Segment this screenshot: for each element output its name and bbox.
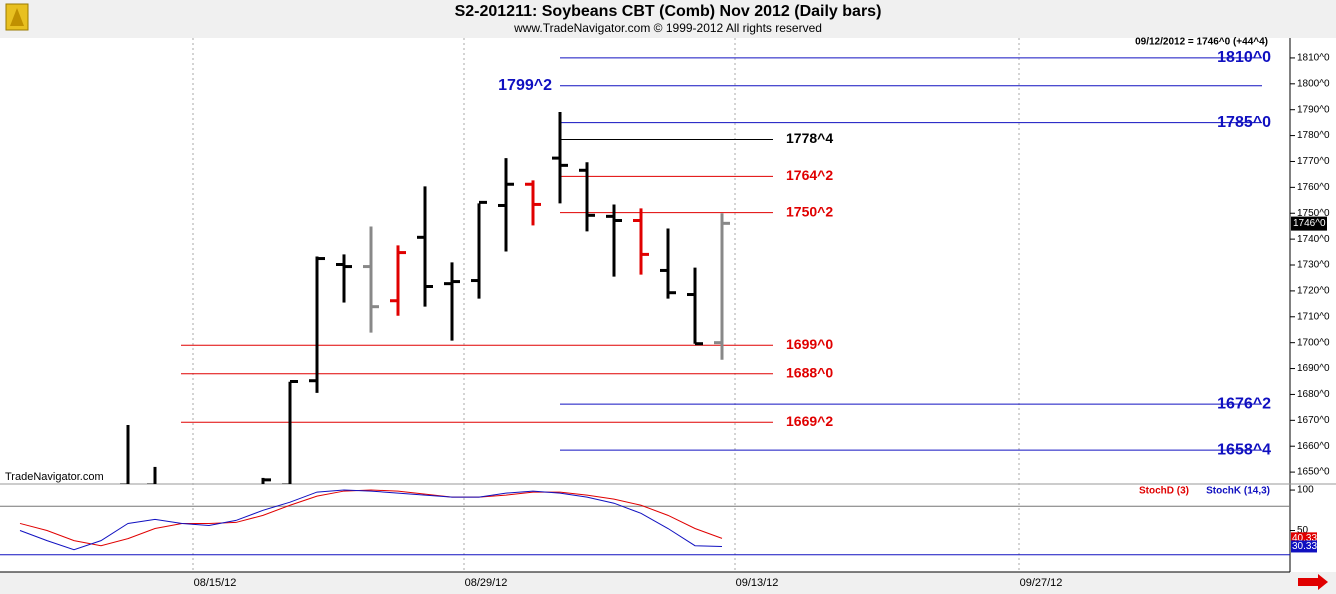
last-price-label: 1746^0 [1293, 218, 1326, 229]
stoch-line [19, 489, 723, 547]
stoch-panel [0, 489, 1290, 556]
level-label: 1658^4 [1217, 441, 1271, 458]
level-label: 1810^0 [1217, 49, 1271, 66]
y-tick-label: 1730^0 [1297, 260, 1330, 271]
y-tick-label: 1810^0 [1297, 53, 1330, 64]
level-label: 1778^4 [786, 130, 833, 146]
chart-title: S2-201211: Soybeans CBT (Comb) Nov 2012 … [455, 3, 882, 20]
stoch-line [19, 489, 723, 551]
y-tick-label: 1670^0 [1297, 415, 1330, 426]
x-tick-label: 09/13/12 [736, 577, 779, 589]
y-tick-label: 1710^0 [1297, 311, 1330, 322]
header-bar [0, 0, 1336, 38]
level-label: 1785^0 [1217, 114, 1271, 131]
scroll-arrow[interactable] [1298, 574, 1328, 590]
y-tick-label: 1750^0 [1297, 208, 1330, 219]
level-label: 1750^2 [786, 203, 833, 219]
level-label: 1669^2 [786, 413, 833, 429]
y-tick-label: 100 [1297, 485, 1314, 496]
last-value-label: 30.33 [1292, 541, 1317, 552]
y-tick-label: 1690^0 [1297, 363, 1330, 374]
watermark: TradeNavigator.com [5, 471, 104, 483]
last-value-label: 40.33 [1292, 533, 1317, 544]
last-value-box [1291, 540, 1317, 553]
x-tick-label: 08/15/12 [194, 577, 237, 589]
price-panel [120, 57, 1262, 484]
y-tick-label: 1720^0 [1297, 286, 1330, 297]
y-tick-label: 1760^0 [1297, 182, 1330, 193]
level-label: 1699^0 [786, 336, 833, 352]
last-price-box [1291, 216, 1327, 231]
x-tick-label: 09/27/12 [1020, 577, 1063, 589]
app-icon [5, 3, 29, 31]
level-label: 1688^0 [786, 364, 833, 380]
last-quote: 09/12/2012 = 1746^0 (+44^4) [1135, 37, 1268, 48]
y-tick-label: 1790^0 [1297, 104, 1330, 115]
y-tick-label: 1700^0 [1297, 337, 1330, 348]
y-tick-label: 1770^0 [1297, 156, 1330, 167]
level-label: 1764^2 [786, 167, 833, 183]
legend-entry: StochD (3) [1139, 486, 1189, 497]
legend-entry: StochK (14,3) [1206, 486, 1270, 497]
y-tick-label: 1800^0 [1297, 78, 1330, 89]
level-label: 1799^2 [498, 77, 552, 94]
y-tick-label: 1660^0 [1297, 441, 1330, 452]
y-tick-label: 1680^0 [1297, 389, 1330, 400]
level-label: 1676^2 [1217, 395, 1271, 412]
x-tick-label: 08/29/12 [465, 577, 508, 589]
y-tick-label: 1780^0 [1297, 130, 1330, 141]
x-axis-bar [0, 572, 1336, 594]
y-tick-label: 1740^0 [1297, 234, 1330, 245]
y-tick-label: 1650^0 [1297, 467, 1330, 478]
subtitle: www.TradeNavigator.com © 1999-2012 All r… [513, 21, 822, 35]
y-tick-label: 50 [1297, 525, 1309, 536]
